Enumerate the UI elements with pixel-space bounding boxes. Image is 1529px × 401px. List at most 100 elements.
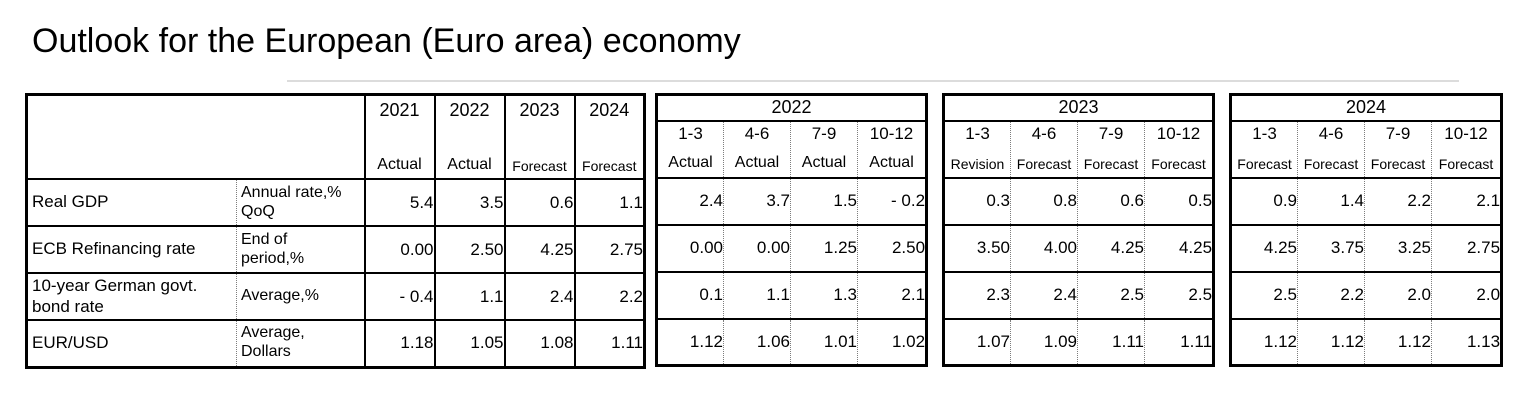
year-label: 2024 [589, 100, 630, 120]
value-cell: 1.06 [723, 317, 791, 367]
page-title: Outlook for the European (Euro area) eco… [32, 22, 741, 60]
year-header-2022: 2022 Actual [433, 93, 505, 180]
quarter-label: 7-9 [1098, 123, 1124, 143]
value-cell: 2.4 [503, 272, 575, 321]
quarter-header: 4-6 Actual [723, 119, 791, 179]
value-cell: 0.00 [656, 223, 724, 273]
value-cell: 1.3 [790, 270, 858, 320]
quarter-header: 10-12 Forecast [1430, 119, 1502, 179]
value-cell: 4.00 [1010, 223, 1078, 273]
value-cell: 0.1 [656, 270, 724, 320]
value-cell: 1.1 [433, 272, 505, 321]
value-cell: 3.50 [943, 223, 1011, 273]
quarter-header: 10-12 Forecast [1143, 119, 1214, 179]
status-label: Forecast [512, 158, 567, 174]
status-label: Forecast [582, 158, 637, 174]
value-cell: 2.5 [1230, 270, 1298, 320]
annual-table: 2021 Actual 2022 Actual 2023 Forecast 20… [25, 93, 646, 369]
table-row-bond-rate: 2.3 2.4 2.5 2.5 [943, 270, 1214, 320]
table-row-real-gdp: 0.3 0.8 0.6 0.5 [943, 176, 1214, 226]
quarter-header: 4-6 Forecast [1010, 119, 1078, 179]
value-cell: 2.1 [1430, 176, 1502, 226]
row-label: 10-year German govt. bond rate [26, 272, 237, 321]
scan-artifact-line [287, 80, 1459, 82]
value-cell: 0.8 [1010, 176, 1078, 226]
quarter-label: 7-9 [1385, 123, 1411, 143]
value-cell: 4.25 [503, 225, 575, 274]
value-cell: - 0.4 [363, 272, 435, 321]
year-header: 2023 [943, 93, 1214, 122]
value-cell: 1.02 [856, 317, 927, 367]
value-cell: 1.25 [790, 223, 858, 273]
status-label: Revision [950, 155, 1005, 172]
value-cell: 3.25 [1364, 223, 1432, 273]
value-cell: 0.3 [943, 176, 1011, 226]
value-cell: 2.75 [573, 225, 645, 274]
value-cell: 0.6 [503, 178, 575, 227]
value-cell: 1.1 [723, 270, 791, 320]
value-cell: 1.13 [1430, 317, 1502, 367]
status-label: Forecast [1016, 155, 1072, 172]
value-cell: 3.75 [1297, 223, 1365, 273]
value-cell: 2.75 [1430, 223, 1502, 273]
unit-label: End of period,% [236, 225, 366, 274]
unit-label: Average,% [236, 272, 366, 321]
quarter-header: 1-3 Forecast [1230, 119, 1298, 179]
table-row-real-gdp: 0.9 1.4 2.2 2.1 [1230, 176, 1502, 226]
value-cell: 1.11 [1077, 317, 1145, 367]
quarter-header: 7-9 Actual [790, 119, 858, 179]
status-label: Forecast [1303, 155, 1359, 172]
value-cell: 1.05 [433, 319, 505, 368]
value-cell: 0.5 [1143, 176, 1214, 226]
table-row-bond-rate: 10-year German govt. bond rate Average,%… [26, 272, 645, 321]
quarter-label: 1-3 [678, 123, 703, 143]
value-cell: 4.25 [1230, 223, 1298, 273]
quarter-label: 10-12 [1156, 123, 1201, 143]
quarter-label: 4-6 [744, 123, 770, 143]
value-cell: 0.9 [1230, 176, 1298, 226]
quarter-label: 1-3 [965, 123, 990, 143]
value-cell: 1.12 [1364, 317, 1432, 367]
value-cell: 2.2 [1364, 176, 1432, 226]
status-label: Forecast [1237, 155, 1292, 172]
value-cell: 1.1 [573, 178, 645, 227]
table-row-ecb-rate: 0.00 0.00 1.25 2.50 [656, 223, 927, 273]
year-header-2023: 2023 Forecast [503, 93, 575, 180]
value-cell: 1.08 [503, 319, 575, 368]
status-label: Actual [801, 153, 847, 171]
value-cell: 1.12 [1297, 317, 1365, 367]
value-cell: 2.50 [856, 223, 927, 273]
row-label: EUR/USD [26, 319, 237, 368]
unit-label: Average, Dollars [236, 319, 366, 368]
value-cell: 1.11 [1143, 317, 1214, 367]
row-label: Real GDP [26, 178, 237, 227]
quarter-header: 10-12 Actual [856, 119, 927, 179]
quarter-label: 4-6 [1031, 123, 1057, 143]
year-header-2021: 2021 Actual [363, 93, 435, 180]
table-row-real-gdp: 2.4 3.7 1.5 - 0.2 [656, 176, 927, 226]
year-label: 2022 [449, 100, 490, 120]
quarter-header: 7-9 Forecast [1077, 119, 1145, 179]
status-label: Forecast [1438, 155, 1494, 172]
table-row-eurusd: 1.07 1.09 1.11 1.11 [943, 317, 1214, 367]
table-row-ecb-rate: 3.50 4.00 4.25 4.25 [943, 223, 1214, 273]
value-cell: 2.1 [856, 270, 927, 320]
value-cell: 4.25 [1143, 223, 1214, 273]
year-label: 2023 [519, 100, 560, 120]
table-row-eurusd: 1.12 1.12 1.12 1.13 [1230, 317, 1502, 367]
value-cell: 1.5 [790, 176, 858, 226]
status-label: Actual [377, 156, 422, 173]
quarter-header: 1-3 Revision [943, 119, 1011, 179]
value-cell: 1.4 [1297, 176, 1365, 226]
value-cell: 2.5 [1143, 270, 1214, 320]
value-cell: 3.7 [723, 176, 791, 226]
table-row-eurusd: 1.12 1.06 1.01 1.02 [656, 317, 927, 367]
quarter-label: 1-3 [1252, 123, 1277, 143]
value-cell: 3.5 [433, 178, 505, 227]
value-cell: 2.2 [573, 272, 645, 321]
value-cell: 0.00 [363, 225, 435, 274]
value-cell: 1.12 [656, 317, 724, 367]
year-label: 2021 [379, 100, 420, 120]
quarter-label: 10-12 [1444, 123, 1488, 143]
